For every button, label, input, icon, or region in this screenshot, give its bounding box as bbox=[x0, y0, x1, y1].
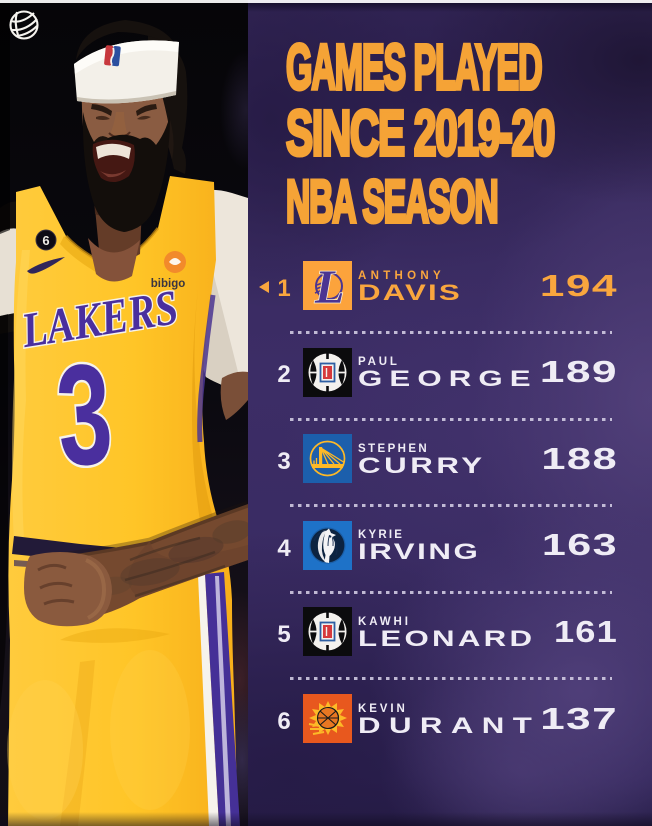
svg-text:6: 6 bbox=[42, 233, 49, 248]
svg-text:bibigo: bibigo bbox=[151, 278, 186, 290]
svg-text:L: L bbox=[314, 261, 344, 310]
svg-text:3: 3 bbox=[52, 332, 117, 496]
